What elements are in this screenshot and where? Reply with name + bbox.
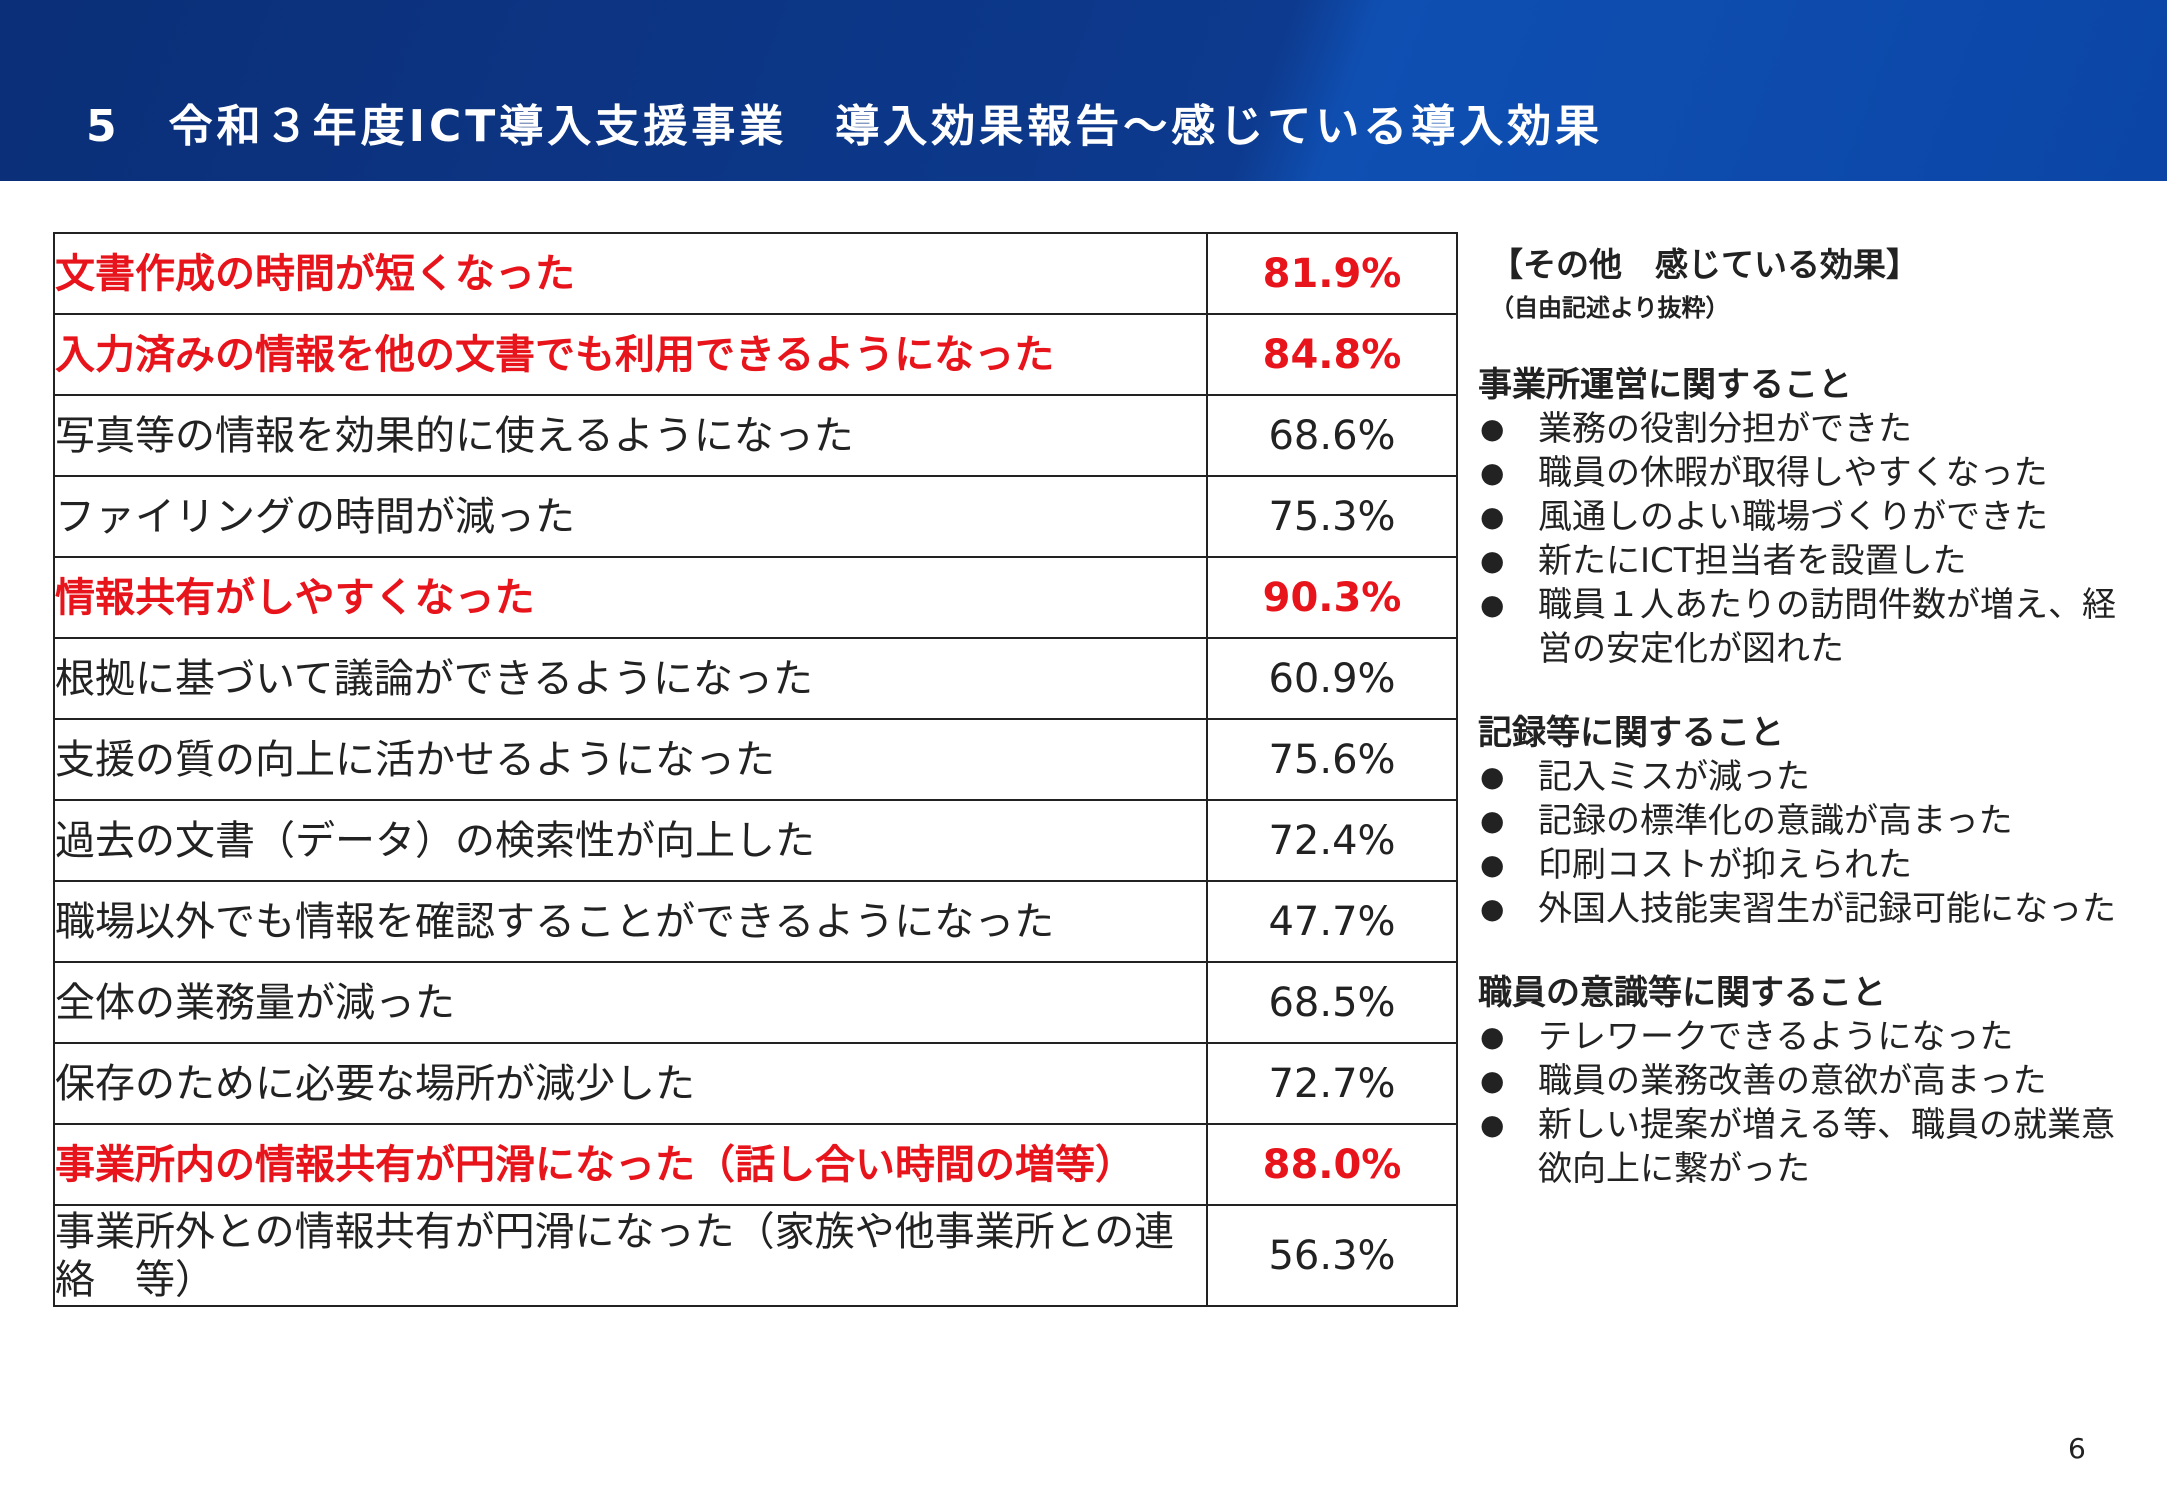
table-row: ファイリングの時間が減った 75.3% [53,475,1458,558]
effect-label: 入力済みの情報を他の文書でも利用できるようになった [53,313,1208,396]
table-row: 事業所内の情報共有が円滑になった（話し合い時間の増等） 88.0% [53,1123,1458,1206]
list-item: 記録の標準化の意識が高まった [1480,799,2138,843]
effect-label: 事業所外との情報共有が円滑になった（家族や他事業所との連絡 等） [53,1204,1208,1307]
effect-rate: 60.9% [1206,637,1458,720]
table-row: 入力済みの情報を他の文書でも利用できるようになった 84.8% [53,313,1458,396]
page-number: 6 [2068,1432,2086,1465]
table-row: 支援の質の向上に活かせるようになった 75.6% [53,718,1458,801]
section-heading: 記録等に関すること [1478,713,1784,753]
list-item: 新しい提案が増える等、職員の就業意欲向上に繋がった [1480,1103,2138,1191]
list-item: テレワークできるようになった [1480,1015,2138,1059]
list-item: 記入ミスが減った [1480,755,2138,799]
table-row: 事業所外との情報共有が円滑になった（家族や他事業所との連絡 等） 56.3% [53,1204,1458,1307]
sidebar-title: 【その他 感じている効果】 [1490,245,1919,284]
effect-rate: 81.9% [1206,232,1458,315]
table-row: 全体の業務量が減った 68.5% [53,961,1458,1044]
effect-rate: 75.3% [1206,475,1458,558]
effect-label: 支援の質の向上に活かせるようになった [53,718,1208,801]
effect-label: 事業所内の情報共有が円滑になった（話し合い時間の増等） [53,1123,1208,1206]
effect-label: ファイリングの時間が減った [53,475,1208,558]
list-item: 外国人技能実習生が記録可能になった [1480,887,2138,931]
section-list: 記入ミスが減った記録の標準化の意識が高まった印刷コストが抑えられた外国人技能実習… [1478,755,2138,931]
effect-rate: 75.6% [1206,718,1458,801]
effect-rate: 68.5% [1206,961,1458,1044]
effect-rate: 72.7% [1206,1042,1458,1125]
section-list: テレワークできるようになった職員の業務改善の意欲が高まった新しい提案が増える等、… [1478,1015,2138,1191]
table-row: 文書作成の時間が短くなった 81.9% [53,232,1458,315]
list-item: 業務の役割分担ができた [1480,407,2138,451]
effect-label: 保存のために必要な場所が減少した [53,1042,1208,1125]
table-row: 写真等の情報を効果的に使えるようになった 68.6% [53,394,1458,477]
header-band: 5 令和３年度ICT導入支援事業 導入効果報告～感じている導入効果 [0,0,2167,181]
effect-rate: 47.7% [1206,880,1458,963]
table-row: 保存のために必要な場所が減少した 72.7% [53,1042,1458,1125]
effect-rate: 68.6% [1206,394,1458,477]
effect-label: 文書作成の時間が短くなった [53,232,1208,315]
table-row: 根拠に基づいて議論ができるようになった 60.9% [53,637,1458,720]
list-item: 職員の休暇が取得しやすくなった [1480,451,2138,495]
effect-label: 職場以外でも情報を確認することができるようになった [53,880,1208,963]
slide-title: 5 令和３年度ICT導入支援事業 導入効果報告～感じている導入効果 [86,101,1604,152]
effect-label: 情報共有がしやすくなった [53,556,1208,639]
effect-label: 根拠に基づいて議論ができるようになった [53,637,1208,720]
effect-label: 過去の文書（データ）の検索性が向上した [53,799,1208,882]
table-row: 情報共有がしやすくなった 90.3% [53,556,1458,639]
section-heading: 職員の意識等に関すること [1478,973,1886,1013]
effect-rate: 56.3% [1206,1204,1458,1307]
list-item: 印刷コストが抑えられた [1480,843,2138,887]
effects-table: 文書作成の時間が短くなった 81.9% 入力済みの情報を他の文書でも利用できるように… [53,232,1458,1307]
section-list: 業務の役割分担ができた職員の休暇が取得しやすくなった風通しのよい職場づくりができ… [1478,407,2138,671]
effect-rate: 72.4% [1206,799,1458,882]
section-heading: 事業所運営に関すること [1478,365,1852,405]
table-row: 過去の文書（データ）の検索性が向上した 72.4% [53,799,1458,882]
table-row: 職場以外でも情報を確認することができるようになった 47.7% [53,880,1458,963]
effect-rate: 88.0% [1206,1123,1458,1206]
list-item: 風通しのよい職場づくりができた [1480,495,2138,539]
effect-rate: 90.3% [1206,556,1458,639]
list-item: 職員１人あたりの訪問件数が増え、経営の安定化が図れた [1480,583,2138,671]
sidebar: 【その他 感じている効果】 （自由記述より抜粋） 事業所運営に関すること業務の役… [1478,238,2138,1191]
list-item: 職員の業務改善の意欲が高まった [1480,1059,2138,1103]
effect-rate: 84.8% [1206,313,1458,396]
effect-label: 写真等の情報を効果的に使えるようになった [53,394,1208,477]
list-item: 新たにICT担当者を設置した [1480,539,2138,583]
effect-label: 全体の業務量が減った [53,961,1208,1044]
sidebar-subtitle: （自由記述より抜粋） [1490,294,1730,322]
